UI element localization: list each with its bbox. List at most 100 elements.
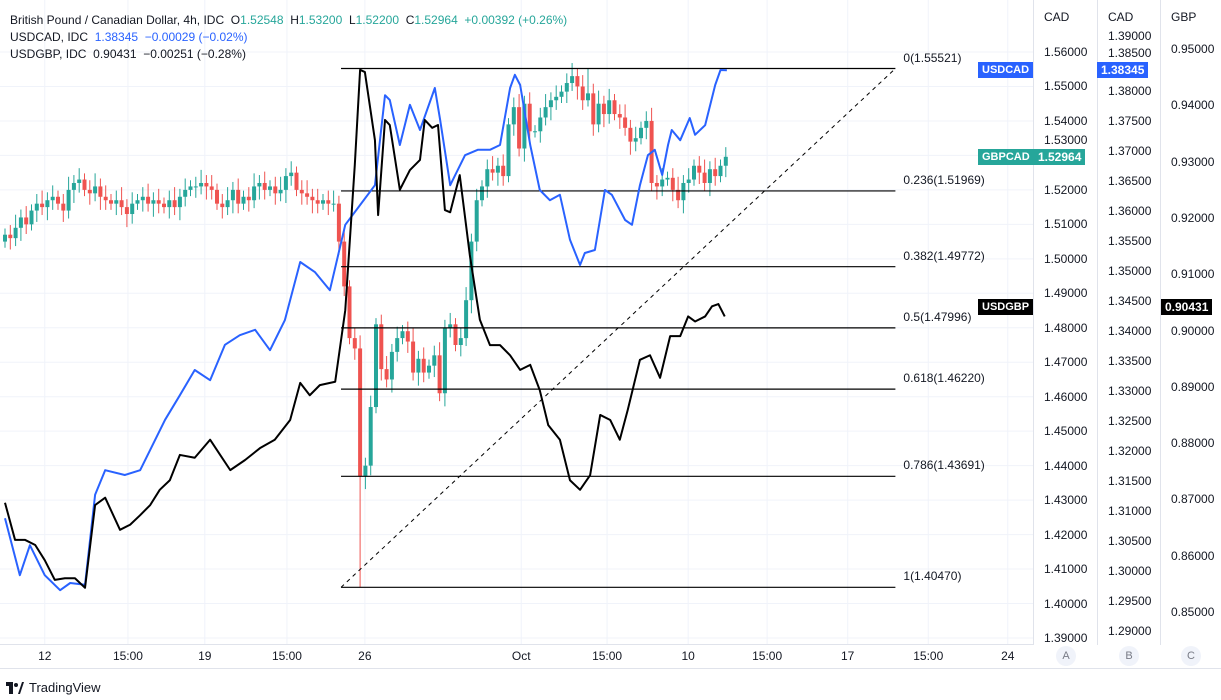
axis-tick-label: 0.95000: [1171, 42, 1215, 56]
axis-tick-label: 1.34000: [1108, 324, 1152, 338]
candle-body: [575, 76, 580, 87]
axis-c-button[interactable]: C: [1181, 646, 1201, 666]
candle-body: [586, 93, 590, 101]
price-axis-c[interactable]: GBP 0.95000 0.94000 0.93000 0.92000 0.91000 0.…: [1160, 0, 1221, 645]
candle-body: [151, 200, 156, 204]
time-tick-label: Oct: [511, 649, 531, 663]
tradingview-logo[interactable]: TradingView: [6, 680, 101, 695]
axis-tick-label: 1.31000: [1108, 504, 1152, 518]
candle-body: [591, 93, 596, 125]
candle-body: [660, 179, 665, 187]
candle-body: [29, 210, 34, 225]
candle-body: [56, 196, 60, 204]
candle-body: [18, 217, 23, 228]
candle-body: [299, 189, 304, 194]
axis-tick-label: 0.94000: [1171, 98, 1215, 113]
gbpcad-series-label: GBPCAD: [978, 149, 1034, 165]
candle-body: [352, 338, 357, 349]
candle-body: [283, 176, 288, 190]
legend-main: British Pound / Canadian Dollar, 4h, IDC…: [10, 13, 568, 27]
candle-body: [114, 200, 119, 204]
candle-body: [511, 107, 516, 125]
candle-body: [140, 196, 145, 201]
candle-body: [665, 177, 670, 180]
candle-body: [379, 324, 384, 370]
axis-tick-label: 1.40000: [1044, 596, 1088, 611]
candle-body: [559, 91, 564, 97]
candle-body: [172, 200, 177, 208]
price-chart[interactable]: [0, 0, 1033, 645]
candle-body: [262, 182, 267, 190]
candle-body: [82, 179, 87, 190]
candle-body: [98, 186, 103, 197]
time-tick-label: 15:00: [913, 649, 944, 663]
candle-body: [676, 189, 681, 201]
candle-body: [135, 200, 140, 204]
axis-tick-label: 1.49000: [1044, 286, 1088, 301]
axis-tick-label: 0.87000: [1171, 492, 1215, 507]
candle-body: [601, 103, 606, 115]
time-tick-label: 24: [1001, 649, 1015, 663]
axis-tick-label: 1.39000: [1108, 29, 1152, 43]
axis-b-button[interactable]: B: [1119, 646, 1139, 666]
candle-body: [204, 182, 209, 187]
time-tick-label: 15:00: [271, 649, 302, 663]
candle-body: [506, 124, 511, 177]
fib-level-label: 1(1.40470): [903, 569, 962, 584]
trend-line: [340, 68, 896, 588]
price-axis-a[interactable]: CAD 1.56000 1.55000 1.54000 1.53000 1.52000 1.…: [1033, 0, 1097, 645]
axis-tick-label: 0.86000: [1171, 548, 1215, 563]
candle-body: [654, 182, 659, 187]
axis-tick-label: 1.46000: [1044, 389, 1088, 404]
axis-tick-label: 1.32000: [1108, 444, 1152, 458]
candle-body: [474, 200, 479, 242]
fib-level-label: 0.382(1.49772): [903, 248, 985, 263]
candle-body: [336, 203, 341, 242]
candle-body: [61, 203, 66, 211]
candle-body: [146, 196, 151, 204]
candle-body: [527, 103, 532, 132]
candle-body: [580, 86, 585, 101]
axis-tick-label: 1.41000: [1044, 562, 1088, 577]
candle-body: [432, 355, 437, 366]
candle-body: [538, 117, 543, 132]
candle-body: [395, 338, 400, 352]
candle-body: [543, 107, 548, 118]
axis-a-button[interactable]: A: [1056, 646, 1076, 666]
candle-body: [548, 100, 553, 108]
candle-body: [416, 358, 421, 373]
axis-c-currency: GBP: [1171, 10, 1197, 24]
candle-body: [209, 186, 214, 190]
candle-body: [681, 182, 686, 201]
axis-tick-label: 1.47000: [1044, 355, 1088, 370]
price-axis-b[interactable]: CAD 1.39000 1.38500 1.38000 1.37500 1.37000 1.…: [1097, 0, 1160, 645]
fib-level-label: 0.5(1.47996): [903, 309, 972, 324]
candle-body: [596, 103, 601, 125]
fib-level-label: 0(1.55521): [903, 50, 962, 65]
candle-body: [421, 358, 426, 373]
candle-body: [342, 241, 347, 287]
candle-body: [220, 203, 225, 208]
axis-tick-label: 1.45000: [1044, 424, 1088, 439]
time-tick-label: 19: [198, 649, 212, 663]
time-tick-label: 10: [681, 649, 695, 663]
candle-body: [442, 327, 447, 394]
fib-level-label: 0.236(1.51969): [903, 172, 985, 187]
candle-body: [607, 100, 612, 115]
candle-body: [50, 196, 55, 201]
candle-body: [252, 186, 257, 201]
axis-tick-label: 1.53000: [1044, 132, 1088, 147]
axis-tick-label: 1.31500: [1108, 474, 1152, 488]
candle-body: [686, 179, 691, 183]
axis-tick-label: 1.30500: [1108, 534, 1152, 548]
candle-body: [93, 186, 98, 194]
candle-body: [485, 169, 490, 187]
candle-body: [167, 200, 172, 208]
usdcad-price-tag: 1.38345: [1097, 62, 1149, 78]
candle-body: [77, 179, 82, 183]
axis-tick-label: 1.44000: [1044, 458, 1088, 473]
axis-tick-label: 1.55000: [1044, 79, 1088, 94]
axis-tick-label: 0.88000: [1171, 436, 1215, 451]
axis-tick-label: 1.29500: [1108, 594, 1152, 608]
candle-body: [162, 203, 166, 208]
